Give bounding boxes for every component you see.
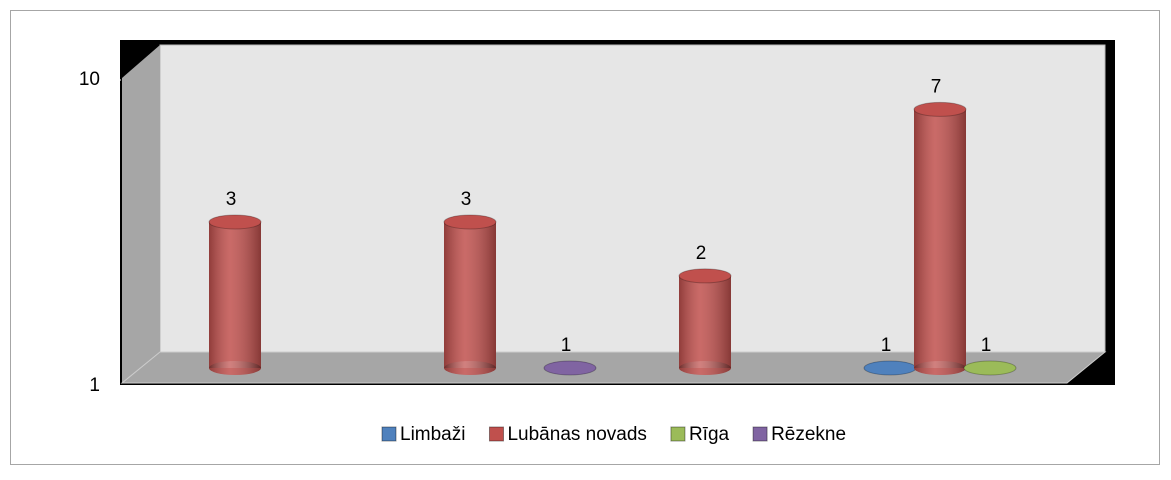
cylinder-shade — [444, 222, 496, 368]
legend-swatch — [488, 426, 504, 442]
cylinder — [443, 214, 497, 375]
value-label: 1 — [981, 335, 992, 356]
legend-label: Rēzekne — [771, 424, 846, 445]
legend-label: Lubānas novads — [507, 424, 646, 445]
cylinder-top — [678, 268, 732, 284]
cylinder-top — [208, 214, 262, 230]
legend-swatch — [381, 426, 397, 442]
y-tick-label: 1 — [89, 375, 100, 396]
cylinder-bottom-shade — [679, 361, 731, 375]
legend-swatch — [670, 426, 686, 442]
cylinder — [208, 214, 262, 375]
legend: Limbaži Lubānas novads Rīga Rēzekne — [381, 424, 846, 445]
cylinder — [863, 360, 917, 376]
legend-swatch — [752, 426, 768, 442]
floor — [120, 351, 1107, 384]
value-label: 7 — [931, 76, 942, 97]
side-wall — [122, 45, 160, 383]
cylinder-top — [963, 360, 1017, 376]
cylinder-bottom-shade — [914, 361, 966, 375]
cylinder-shade — [209, 222, 261, 368]
y-tick-label: 10 — [79, 69, 100, 90]
cylinder — [543, 360, 597, 376]
cylinder-bottom-shade — [444, 361, 496, 375]
value-label: 3 — [461, 189, 472, 210]
cylinder-shade — [679, 275, 731, 368]
cylinder-top — [863, 360, 917, 376]
cylinder-top — [443, 214, 497, 230]
legend-label: Limbaži — [400, 424, 465, 445]
cylinder-top — [543, 360, 597, 376]
value-label: 1 — [881, 335, 892, 356]
legend-label: Rīga — [689, 424, 730, 445]
cylinder-top — [913, 101, 967, 117]
value-label: 2 — [696, 243, 707, 264]
cylinder-bottom-shade — [209, 361, 261, 375]
cylinder — [913, 101, 967, 375]
value-label: 3 — [226, 189, 237, 210]
cylinder — [678, 268, 732, 375]
cylinder-shade — [914, 109, 966, 369]
cylinder — [963, 360, 1017, 376]
value-label: 1 — [561, 335, 572, 356]
